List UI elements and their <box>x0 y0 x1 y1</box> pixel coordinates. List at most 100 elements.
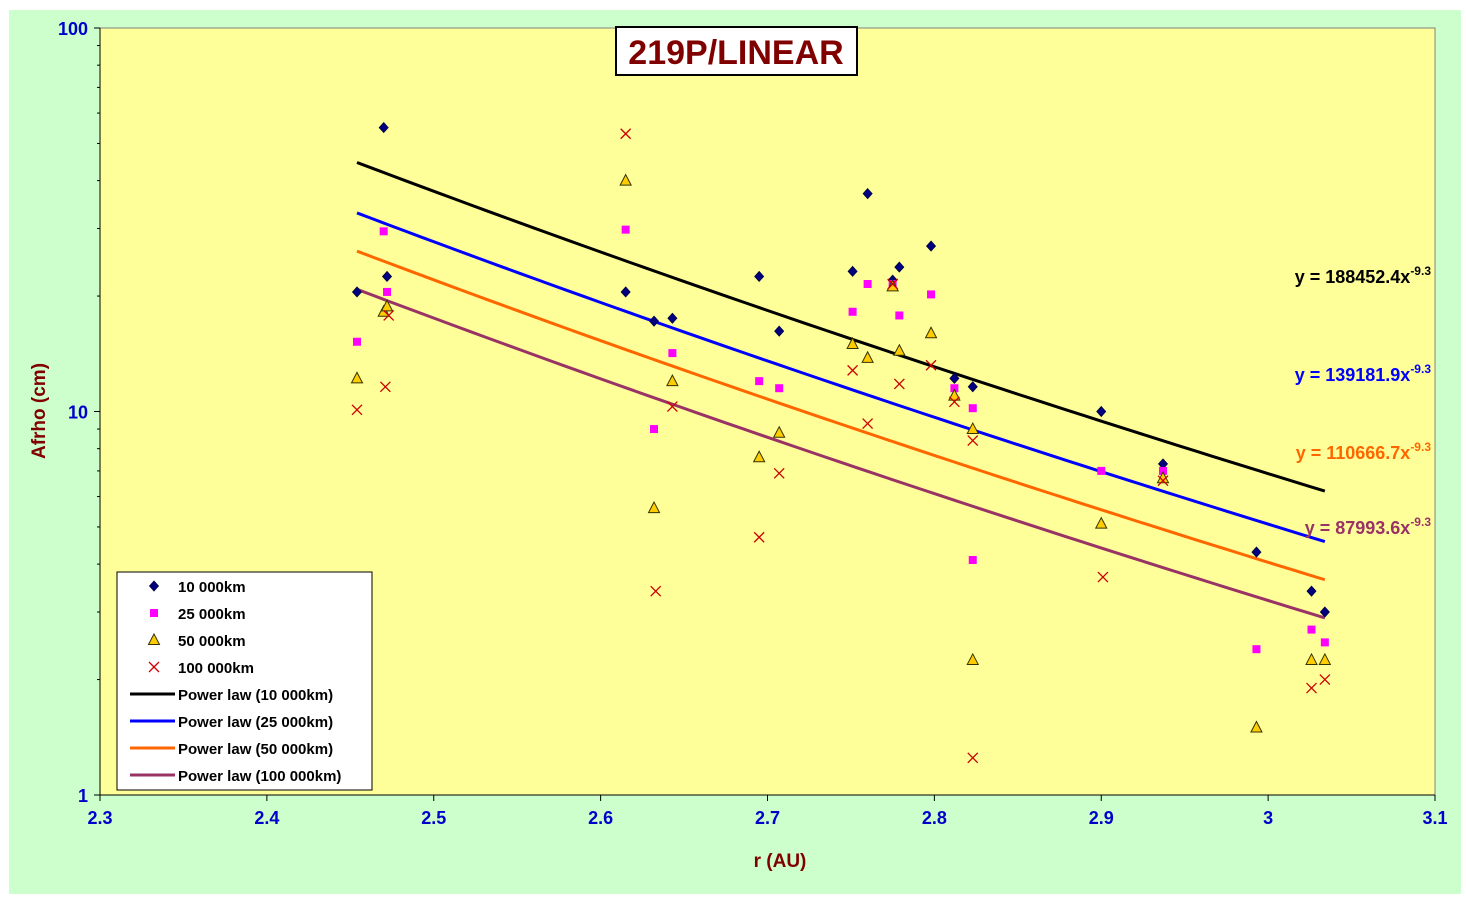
x-tick-label: 2.5 <box>421 808 446 828</box>
equation-exponent: -9.3 <box>1410 264 1431 278</box>
data-point-diamond <box>894 261 905 273</box>
data-point-x <box>948 396 960 408</box>
trendlines <box>356 161 1326 620</box>
axes: 2.3 2.4 2.5 2.6 2.7 2.8 2.9 3 3.1 1 10 100 <box>58 19 1448 828</box>
data-point-x <box>847 364 859 376</box>
data-point-triangle <box>886 279 899 292</box>
data-point-square <box>968 555 977 564</box>
trendline-equations: y = 188452.4x-9.3y = 139181.9x-9.3y = 11… <box>1295 264 1432 538</box>
y-tick-label: 1 <box>78 786 88 806</box>
trendline-equation: y = 139181.9x-9.3 <box>1295 362 1432 385</box>
data-point-square <box>848 307 857 316</box>
x-tick-label: 3 <box>1263 808 1273 828</box>
data-point-diamond <box>620 286 631 298</box>
equation-text: y = 188452.4x <box>1295 267 1411 287</box>
trendline-equation: y = 188452.4x-9.3 <box>1295 264 1432 287</box>
legend-label: Power law (50 000km) <box>178 741 333 758</box>
data-point-triangle <box>846 336 859 349</box>
legend-label: 10 000km <box>178 579 246 596</box>
data-point-square <box>1252 645 1261 654</box>
data-point-square <box>1320 638 1329 647</box>
legend: 10 000km 25 000km 50 000km 100 000km Power l… <box>116 571 373 791</box>
data-point-diamond <box>1306 585 1317 597</box>
y-tick-label: 10 <box>68 403 88 423</box>
legend-label: Power law (25 000km) <box>178 714 333 731</box>
data-point-x <box>383 310 395 321</box>
data-point-triangle <box>647 500 661 514</box>
data-point-square <box>927 290 936 299</box>
data-point-triangle <box>147 632 161 645</box>
data-point-triangle <box>1250 720 1263 733</box>
data-point-diamond <box>148 580 160 592</box>
data-point-x <box>967 752 979 764</box>
data-point-diamond <box>949 372 960 384</box>
data-point-diamond <box>667 312 678 324</box>
data-point-x <box>967 435 979 446</box>
trendline-equation: y = 110666.7x-9.3 <box>1296 440 1432 463</box>
data-point-square <box>668 349 677 358</box>
data-point-x <box>351 404 363 416</box>
trendline <box>356 287 1326 620</box>
data-point-triangle <box>966 652 980 665</box>
data-point-square <box>383 287 392 296</box>
data-point-triangle <box>861 350 874 363</box>
data-point-triangle <box>1318 652 1332 665</box>
x-tick-label: 2.8 <box>922 808 947 828</box>
data-point-triangle <box>924 326 938 339</box>
data-point-square <box>650 425 659 434</box>
data-point-x <box>893 378 905 390</box>
data-point-diamond <box>1096 405 1107 418</box>
data-point-triangle <box>666 374 679 387</box>
data-point-triangle <box>380 299 394 312</box>
data-point-triangle <box>772 425 786 438</box>
legend-label: 100 000km <box>178 660 254 677</box>
equation-exponent: -9.3 <box>1410 362 1431 376</box>
x-tick-label: 2.6 <box>588 808 613 828</box>
x-tick-label: 2.9 <box>1089 808 1114 828</box>
title-frame <box>615 26 858 76</box>
legend-items: 10 000km 25 000km 50 000km 100 000km Power l… <box>130 579 341 785</box>
data-point-triangle <box>1094 516 1108 529</box>
data-point-triangle <box>619 173 632 186</box>
legend-label: 50 000km <box>178 633 246 650</box>
data-point-square <box>895 311 904 320</box>
data-point-diamond <box>1319 606 1330 618</box>
x-tick-label: 2.3 <box>87 808 112 828</box>
data-point-x <box>148 661 160 673</box>
y-tick-label: 100 <box>58 19 88 39</box>
trendline-equation: y = 87993.6x-9.3 <box>1305 515 1432 538</box>
data-point-square <box>1097 466 1106 475</box>
data-point-x <box>650 585 662 597</box>
x-tick-label: 2.4 <box>254 808 279 828</box>
legend-label: Power law (100 000km) <box>178 768 341 785</box>
y-axis-label: Afrho (cm) <box>29 363 50 459</box>
data-point-diamond <box>351 286 363 298</box>
data-point-diamond <box>648 315 660 327</box>
data-point-triangle <box>966 421 980 435</box>
legend-label: 25 000km <box>178 606 246 623</box>
data-point-x <box>1157 475 1169 487</box>
data-point-x <box>887 278 899 290</box>
data-point-x <box>1097 571 1109 583</box>
data-point-square <box>950 384 959 393</box>
data-point-triangle <box>350 371 364 384</box>
legend-label: Power law (10 000km) <box>178 687 333 704</box>
data-point-square <box>968 404 977 413</box>
data-point-x <box>379 381 391 393</box>
data-point-x <box>666 401 678 413</box>
data-point-diamond <box>925 240 937 252</box>
data-point-square <box>150 609 158 617</box>
x-tick-label: 3.1 <box>1422 808 1447 828</box>
data-point-x <box>1306 682 1317 694</box>
data-point-x <box>753 531 765 543</box>
data-point-x <box>862 418 874 430</box>
data-point-triangle <box>948 388 961 401</box>
legend-box <box>116 571 373 791</box>
data-point-diamond <box>378 121 389 134</box>
data-point-triangle <box>1305 652 1318 665</box>
chart-title-box: 219P/LINEAR <box>615 26 858 76</box>
data-point-square <box>352 337 361 346</box>
data-point-diamond <box>381 270 393 283</box>
equation-text: y = 110666.7x <box>1296 443 1411 463</box>
